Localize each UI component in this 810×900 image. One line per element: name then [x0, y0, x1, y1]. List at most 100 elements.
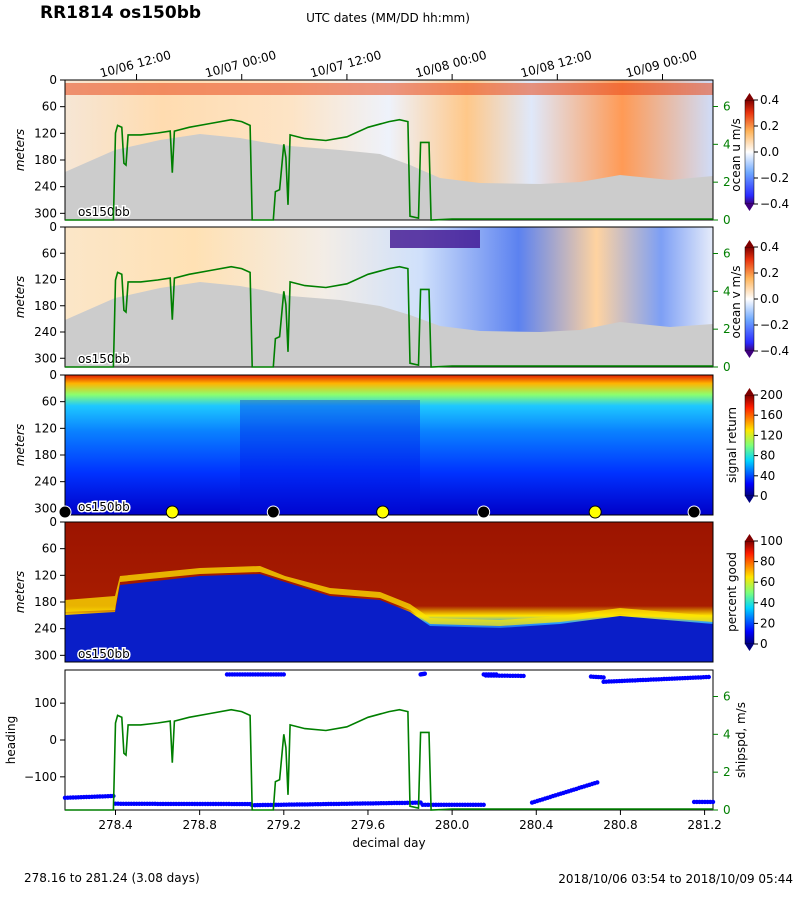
depth-tick-label: 0: [49, 515, 57, 529]
heading-points: [62, 671, 716, 808]
depth-tick-label: 180: [34, 448, 57, 462]
colorbar-tick-label: 40: [760, 469, 775, 483]
ocean-v-ylabel: meters: [13, 276, 27, 318]
day-marker: [477, 505, 491, 519]
heading-point: [422, 671, 427, 676]
ocean-u-ylabel: meters: [13, 129, 27, 171]
signal-return-field: [65, 375, 713, 515]
depth-tick-label: 120: [34, 273, 57, 287]
depth-tick-label: 240: [34, 180, 57, 194]
depth-tick-label: 60: [42, 100, 57, 114]
depth-tick-label: 120: [34, 568, 57, 582]
colorbar-tick-label: −0.4: [760, 344, 789, 358]
colorbar-tick-label: 0.4: [760, 93, 779, 107]
depth-tick-label: 0: [49, 73, 57, 87]
heading-point: [481, 802, 486, 807]
colorbar-tick-label: 0.0: [760, 292, 779, 306]
depth-tick-label: 60: [42, 542, 57, 556]
speed-tick-label: 0: [723, 360, 731, 374]
speed-tick-label: 6: [723, 99, 731, 113]
day-marker: [165, 505, 179, 519]
colorbar-tick-label: 200: [760, 388, 783, 402]
speed-tick-label: 2: [723, 175, 731, 189]
ocean-v-colorbar: [744, 246, 755, 352]
ocean-v-inset-label: os150bb: [78, 352, 130, 366]
percent-good-ylabel: meters: [13, 571, 27, 613]
x-tick-label: 280.4: [519, 818, 553, 832]
speed-tick-label: 2: [723, 765, 731, 779]
depth-tick-label: 300: [34, 351, 57, 365]
footer-range-dates: 2018/10/06 03:54 to 2018/10/09 05:44: [558, 872, 793, 886]
speed-tick-label: 4: [723, 284, 731, 298]
colorbar-tick-label: 0.4: [760, 240, 779, 254]
heading-tick-label: −100: [24, 770, 57, 784]
heading-point: [601, 675, 606, 680]
colorbar-tick-label: 0.2: [760, 266, 779, 280]
signal-return-weak-zone: [240, 400, 420, 515]
x-tick-label: 281.2: [687, 818, 721, 832]
top-tick-label: 10/07 00:00: [204, 48, 278, 80]
top-axis-ticks: 10/06 12:00 10/07 00:00 10/07 12:00 10/08 0…: [98, 48, 698, 80]
percent-good-low-zone: [65, 574, 713, 662]
signal-return-colorbar: [744, 394, 755, 497]
speed-tick-label: 2: [723, 322, 731, 336]
top-tick-label: 10/08 00:00: [414, 48, 488, 80]
x-tick-label: 280.0: [435, 818, 469, 832]
depth-tick-label: 300: [34, 206, 57, 220]
heading-point: [706, 674, 711, 680]
day-marker: [266, 505, 280, 519]
percent-good-inset-label: os150bb: [78, 647, 130, 661]
heading-tick-label: 0: [49, 733, 57, 747]
depth-tick-label: 60: [42, 395, 57, 409]
colorbar-tick-label: 100: [760, 534, 783, 548]
x-tick-label: 278.8: [182, 818, 216, 832]
top-tick-label: 10/07 12:00: [309, 48, 383, 80]
colorbar-tick-label: 60: [760, 575, 775, 589]
colorbar-tick-label: 20: [760, 616, 775, 630]
panel-ocean-u: 0 60 120 180 240 300 meters os150bb 0 2 4 6 0.4 0…: [13, 73, 789, 227]
heading-point: [710, 799, 716, 805]
day-marker: [58, 505, 72, 519]
day-marker: [588, 505, 602, 519]
panel-percent-good: 0 60 120 180 240 300 meters os150bb 100 80 60 40…: [13, 515, 783, 663]
depth-tick-label: 120: [34, 421, 57, 435]
shipspeed-line: [65, 708, 713, 811]
panel-ocean-v: 0 60 120 180 240 300 meters os150bb 0 2 4 6 0.4 0…: [13, 220, 789, 374]
speed-tick-label: 6: [723, 246, 731, 260]
depth-tick-label: 300: [34, 648, 57, 662]
speed-tick-label: 6: [723, 689, 731, 703]
depth-tick-label: 180: [34, 299, 57, 313]
heading-point: [595, 780, 600, 785]
depth-tick-label: 180: [34, 595, 57, 609]
ocean-v-surface-band: [390, 230, 480, 248]
depth-tick-label: 180: [34, 153, 57, 167]
speed-tick-label: 4: [723, 727, 731, 741]
colorbar-tick-label: 0.2: [760, 119, 779, 133]
depth-tick-label: 0: [49, 220, 57, 234]
top-tick-label: 10/06 12:00: [98, 48, 172, 80]
speed-tick-label: 4: [723, 137, 731, 151]
x-tick-label: 279.2: [267, 818, 301, 832]
speed-tick-label: 0: [723, 803, 731, 817]
ocean-u-colorbar: [744, 99, 755, 205]
top-tick-label: 10/09 00:00: [624, 48, 698, 80]
depth-tick-label: 300: [34, 501, 57, 515]
footer-range-days: 278.16 to 281.24 (3.08 days): [24, 871, 200, 885]
x-tick-label: 280.8: [603, 818, 637, 832]
ocean-v-shipspeed-line: [65, 265, 713, 368]
heading-axis-label: heading: [4, 716, 18, 765]
percent-good-colorbar: [744, 540, 755, 645]
ocean-v-colorbar-label: ocean v m/s: [729, 266, 743, 339]
colorbar-tick-label: 40: [760, 596, 775, 610]
x-tick-label: 279.6: [351, 818, 385, 832]
x-axis-label: decimal day: [352, 836, 425, 850]
depth-tick-label: 60: [42, 246, 57, 260]
colorbar-tick-label: 0: [760, 489, 768, 503]
panel-signal-return: 0 60 120 180 240 300 meters os150bb 200 160 120…: [13, 368, 783, 519]
depth-tick-label: 120: [34, 126, 57, 140]
depth-tick-label: 0: [49, 368, 57, 382]
colorbar-tick-label: 0.0: [760, 145, 779, 159]
heading-tick-label: 100: [34, 696, 57, 710]
ocean-v-bottom-mask: [65, 282, 713, 367]
